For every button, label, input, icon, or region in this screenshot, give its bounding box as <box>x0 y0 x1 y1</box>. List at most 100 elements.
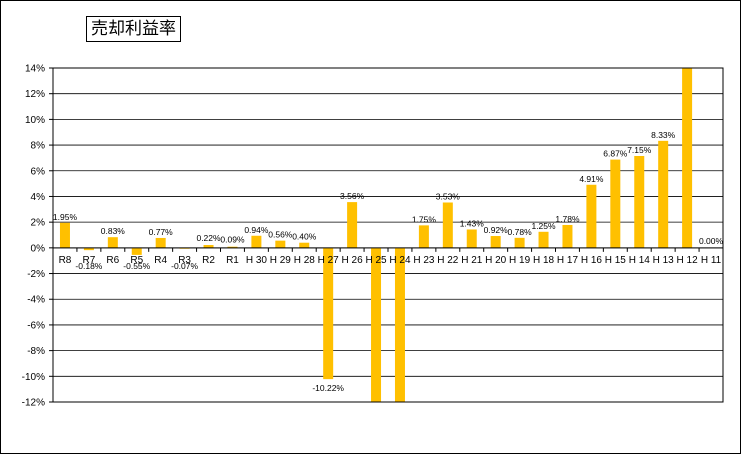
x-tick-label: R7 <box>82 255 95 266</box>
x-tick-label: H 26 <box>342 255 364 266</box>
plot-area <box>52 67 724 403</box>
bars <box>59 68 717 402</box>
x-tick-label: H 27 <box>318 255 340 266</box>
labels: 14% 12% 10% 8% 6% 4% 2% 0% -2% -4% -6% -8% -10% -12% R… <box>22 64 724 409</box>
y-tick-label: -2% <box>27 269 45 280</box>
x-tick-label: H 11 <box>701 255 722 266</box>
bar-H26 <box>347 202 358 248</box>
data-label: 1.75% <box>412 214 437 224</box>
y-tick-label: 12% <box>25 89 45 100</box>
bar-H12 <box>682 68 693 248</box>
x-tick-label: H 14 <box>629 255 651 266</box>
bar-R1 <box>227 246 238 248</box>
y-tick-label: -4% <box>27 295 45 306</box>
x-tick-label: H 12 <box>677 255 699 266</box>
data-label: 0.83% <box>101 226 126 236</box>
x-tick-label: H 22 <box>437 255 459 266</box>
data-label: 0.22% <box>196 233 221 243</box>
bar-H17 <box>562 224 573 248</box>
bar-H27 <box>323 247 334 380</box>
y-tick-label: 4% <box>31 192 46 203</box>
bar-H23 <box>418 225 429 248</box>
data-label: 1.78% <box>555 214 580 224</box>
data-label: 7.15% <box>627 145 652 155</box>
bar-H15 <box>610 159 621 248</box>
data-label: 0.92% <box>484 225 509 235</box>
data-label: 0.78% <box>508 227 533 237</box>
data-label: 8.33% <box>651 130 676 140</box>
bar-R5 <box>131 247 142 255</box>
y-tick-label: 6% <box>31 166 46 177</box>
x-tick-label: H 16 <box>581 255 603 266</box>
y-tick-label: -6% <box>27 320 45 331</box>
bar-H28 <box>299 242 310 248</box>
bar-H13 <box>658 140 669 248</box>
bar-H20 <box>490 236 501 248</box>
bar-R2 <box>203 245 214 248</box>
bar-H21 <box>466 229 477 248</box>
bar-H24 <box>394 247 405 402</box>
x-tick-label: H 15 <box>605 255 627 266</box>
x-tick-label: R6 <box>106 255 119 266</box>
x-tick-label: H 21 <box>461 255 483 266</box>
x-tick-label: H 17 <box>557 255 579 266</box>
y-tick-label: -10% <box>22 372 45 383</box>
y-tick-label: 10% <box>25 115 45 126</box>
x-tick-label: H 28 <box>294 255 316 266</box>
x-tick-label: H 13 <box>653 255 675 266</box>
bar-R7 <box>83 247 94 251</box>
bar-R4 <box>155 237 166 248</box>
x-tick-label: H 25 <box>365 255 387 266</box>
data-label: 3.56% <box>340 191 365 201</box>
x-tick-label: R8 <box>59 255 72 266</box>
y-tick-label: 14% <box>25 64 45 75</box>
bar-H19 <box>514 237 525 248</box>
data-label: 3.53% <box>436 191 461 201</box>
data-label: -0.18% <box>75 261 102 271</box>
x-tick-label: R2 <box>202 255 215 266</box>
data-label: 6.87% <box>603 149 628 159</box>
x-tick-label: H 18 <box>533 255 555 266</box>
x-tick-label: H 30 <box>246 255 268 266</box>
bar-H29 <box>275 240 286 248</box>
y-tick-label: -8% <box>27 346 45 357</box>
data-label: 0.56% <box>268 230 293 240</box>
data-label: 0.09% <box>220 235 245 245</box>
x-tick-label: H 29 <box>270 255 292 266</box>
data-label: -0.55% <box>123 261 150 271</box>
y-tick-label: 8% <box>31 141 46 152</box>
y-tick-label: 0% <box>31 243 46 254</box>
data-label: 0.40% <box>292 232 317 242</box>
x-tick-label: R3 <box>178 255 191 266</box>
bar-H14 <box>634 155 645 248</box>
data-label: 1.43% <box>460 218 485 228</box>
data-label: 4.91% <box>579 174 604 184</box>
bar-R8 <box>59 222 70 248</box>
x-tick-label: R5 <box>130 255 143 266</box>
data-label: 0.00% <box>699 236 724 246</box>
x-tick-label: R1 <box>226 255 239 266</box>
bar-R6 <box>107 237 118 248</box>
bar-H22 <box>442 202 453 248</box>
y-tick-label: -12% <box>22 398 45 409</box>
x-tick-label: H 20 <box>485 255 507 266</box>
data-label: 0.77% <box>149 227 174 237</box>
bar-H25 <box>371 247 382 402</box>
bar-H30 <box>251 235 262 248</box>
data-label: 0.94% <box>244 225 269 235</box>
data-label: -10.22% <box>312 383 344 393</box>
chart-title: 売却利益率 <box>86 16 181 42</box>
x-tick-label: H 24 <box>389 255 411 266</box>
x-tick-label: H 19 <box>509 255 531 266</box>
y-tick-label: 2% <box>31 218 46 229</box>
x-tick-label: H 23 <box>413 255 435 266</box>
axes <box>49 67 724 403</box>
bar-H16 <box>586 184 597 248</box>
data-label: -0.07% <box>171 261 198 271</box>
bar-H18 <box>538 231 549 248</box>
data-label: 1.25% <box>531 221 556 231</box>
x-tick-label: R4 <box>154 255 167 266</box>
data-label: 1.95% <box>53 212 78 222</box>
